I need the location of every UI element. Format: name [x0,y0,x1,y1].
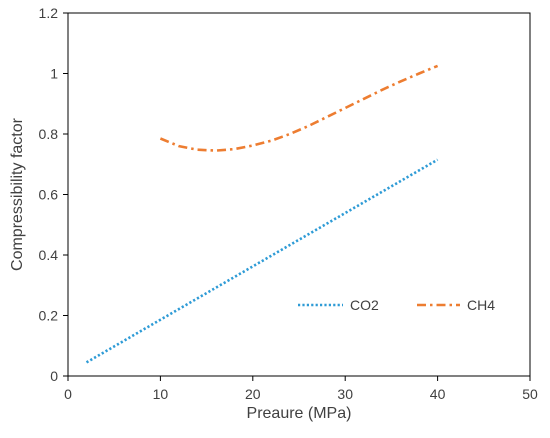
series-line-ch4 [159,64,439,152]
y-tick-label: 0.6 [39,187,59,203]
x-tick-label: 50 [522,386,538,402]
y-axis-label: Compressibility factor [9,117,26,271]
y-tick-label: 1 [50,66,58,82]
x-tick-label: 20 [245,386,261,402]
y-tick-label: 0.4 [39,247,59,263]
legend-item-co2: CO2 [298,297,379,313]
legend-label: CO2 [350,297,379,313]
series-lines [85,64,439,364]
axes [67,12,531,377]
legend: CO2 CH4 [298,297,495,313]
x-tick-label: 0 [64,386,72,402]
x-axis-label: Preaure (MPa) [247,405,352,422]
plot-frame [67,12,531,377]
y-tick-label: 0.8 [39,126,59,142]
series-line-co2 [85,158,439,364]
legend-item-ch4: CH4 [417,297,495,313]
y-tick-label: 0.2 [39,308,59,324]
x-tick-label: 10 [153,386,169,402]
x-tick-label: 40 [430,386,446,402]
legend-label: CH4 [467,297,495,313]
y-tick-label: 0 [50,368,58,384]
y-tick-label: 1.2 [39,5,59,21]
tick-labels: 0 10 20 30 40 50 0 0.2 0.4 0.6 0.8 1 1.2 [39,5,538,402]
x-tick-label: 30 [337,386,353,402]
